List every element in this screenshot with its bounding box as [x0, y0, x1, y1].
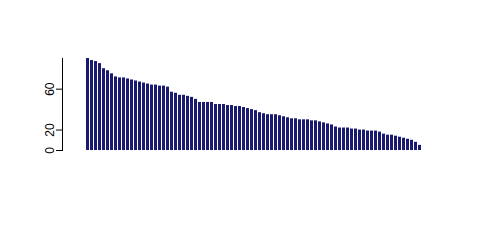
svg-text:20: 20 [43, 123, 57, 137]
svg-text:60: 60 [43, 82, 57, 96]
svg-text:0: 0 [43, 147, 57, 154]
